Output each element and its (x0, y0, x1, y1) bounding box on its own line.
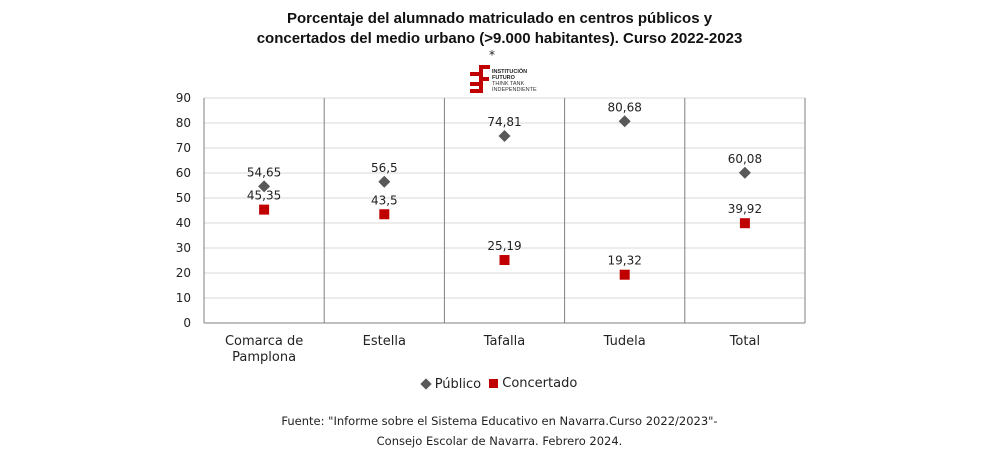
x-tick-label: Tafalla (483, 334, 526, 349)
legend-label-publico: Público (434, 376, 482, 392)
chart-legend: Público Concertado (0, 376, 999, 392)
chart-title-line-1: Porcentaje del alumnado matriculado en c… (286, 10, 713, 27)
logo-text-line-1: INSTITUCIÓN (492, 69, 528, 75)
y-tick-label: 90 (176, 91, 191, 105)
data-label-publico: 56,5 (371, 161, 398, 175)
y-tick-label: 70 (176, 141, 191, 155)
logo-asterisk: * (489, 48, 495, 62)
y-tick-label: 30 (176, 241, 191, 255)
data-label-concertado: 45,35 (247, 189, 281, 203)
chart-title: Porcentaje del alumnado matriculado en c… (0, 9, 999, 49)
source-line-2: Consejo Escolar de Navarra. Febrero 2024… (376, 434, 623, 448)
y-tick-label: 10 (176, 291, 191, 305)
logo-text: INSTITUCIÓN FUTURO THINK TANK INDEPENDIE… (492, 69, 537, 93)
x-tick-label: Total (729, 334, 760, 349)
logo-text-line-2: FUTURO (492, 75, 515, 81)
legend-label-concertado: Concertado (502, 376, 578, 391)
point-publico (618, 115, 631, 128)
data-label-concertado: 43,5 (371, 193, 398, 207)
data-label-concertado: 25,19 (487, 239, 521, 253)
data-label-publico: 54,65 (247, 165, 281, 179)
data-label-concertado: 19,32 (608, 254, 642, 268)
point-concertado (619, 269, 630, 280)
x-tick-label: Tudela (603, 334, 646, 349)
x-tick-label: Pamplona (232, 350, 296, 365)
y-tick-label: 60 (176, 166, 191, 180)
data-label-publico: 80,68 (608, 100, 642, 114)
point-publico (738, 166, 751, 179)
source-line-1: Fuente: "Informe sobre el Sistema Educat… (281, 414, 718, 428)
point-concertado (499, 255, 510, 266)
y-tick-label: 50 (176, 191, 191, 205)
y-tick-label: 40 (176, 216, 191, 230)
institucion-futuro-logo: * INSTITUCIÓN FUTURO THINK TANK INDEPEND… (470, 48, 550, 96)
legend-item-publico: Público (420, 376, 482, 392)
logo-mark-icon (470, 65, 490, 93)
point-concertado (259, 204, 270, 215)
point-concertado (379, 209, 390, 220)
point-publico (498, 129, 511, 142)
point-publico (378, 175, 391, 188)
point-publico (258, 180, 271, 193)
x-tick-label: Comarca de (225, 334, 303, 349)
data-label-concertado: 39,92 (728, 202, 762, 216)
y-tick-label: 0 (183, 316, 191, 330)
y-tick-label: 20 (176, 266, 191, 280)
logo-text-line-3: THINK TANK (492, 81, 525, 87)
source-note: Fuente: "Informe sobre el Sistema Educat… (0, 411, 999, 451)
point-concertado (739, 218, 750, 229)
legend-diamond-icon (420, 378, 432, 390)
chart-title-line-2: concertados del medio urbano (>9.000 hab… (256, 30, 743, 47)
logo-text-line-4: INDEPENDIENTE (492, 87, 537, 93)
y-tick-label: 80 (176, 116, 191, 130)
legend-square-icon (489, 379, 499, 388)
x-tick-label: Estella (363, 334, 406, 349)
data-label-publico: 60,08 (728, 152, 762, 166)
data-label-publico: 74,81 (487, 115, 521, 129)
legend-item-concertado: Concertado (489, 376, 577, 391)
